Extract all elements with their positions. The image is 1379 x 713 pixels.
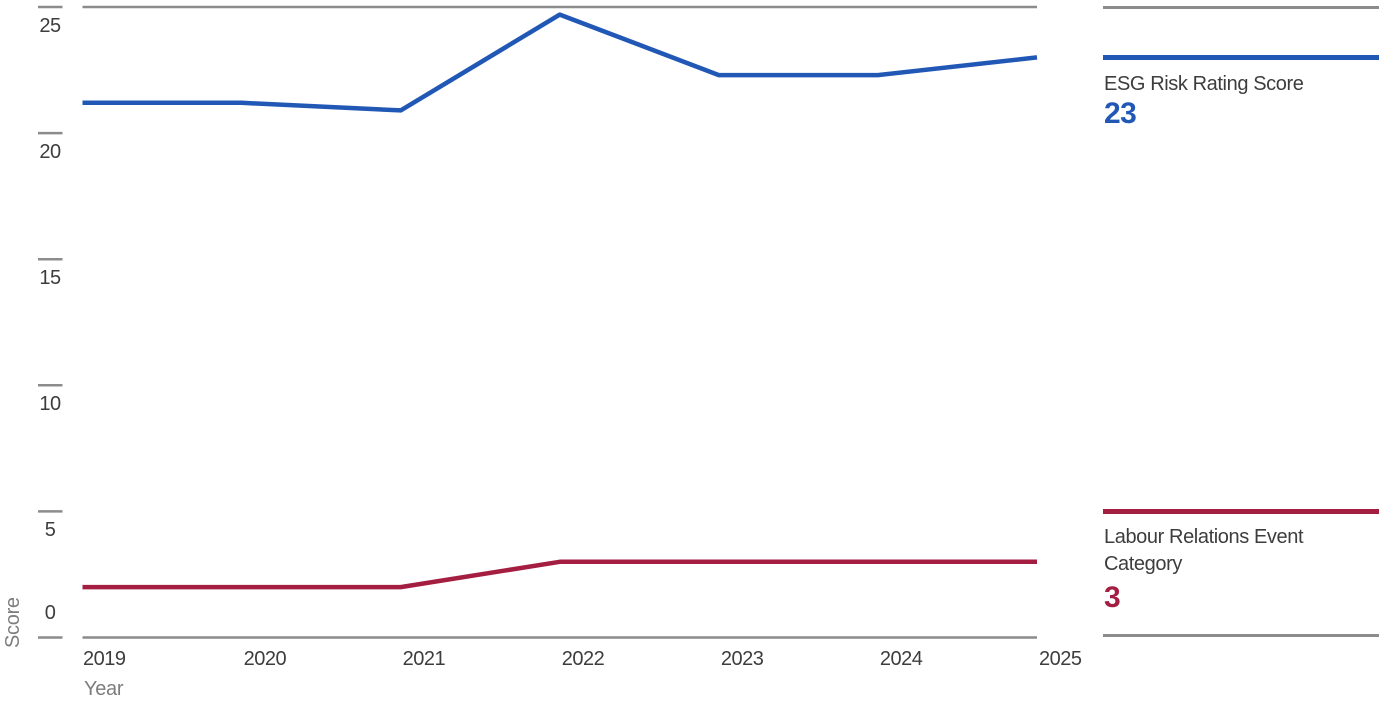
x-tick-label: 2023	[720, 648, 764, 670]
y-axis-title: Score	[2, 597, 24, 648]
legend-label-labour-relations: Labour Relations Event Category	[1104, 526, 1304, 575]
legend-label-esg-risk-rating: ESG Risk Rating Score	[1104, 73, 1304, 95]
x-tick-label: 2022	[561, 648, 605, 670]
x-tick-label: 2019	[83, 648, 126, 670]
legend-value-esg-risk-rating: 23	[1104, 97, 1137, 130]
legend-bottom-rule	[1103, 634, 1379, 637]
x-tick-label: 2020	[243, 648, 287, 670]
x-axis-title: Year	[84, 678, 124, 700]
y-tick-label: 20	[39, 141, 61, 164]
x-tick-label: 2024	[879, 648, 923, 670]
y-tick-label: 5	[44, 519, 56, 542]
y-tick-label: 0	[44, 601, 56, 624]
legend-top-rule	[1103, 6, 1379, 9]
x-tick-label: 2025	[1039, 648, 1082, 670]
y-tick-label: 15	[39, 267, 61, 290]
esg-risk-rating-swatch-line	[1103, 55, 1379, 60]
series-line-labour-relations-event-category	[82, 559, 1037, 590]
legend-value-labour-relations: 3	[1104, 581, 1121, 614]
labour-relations-swatch-line	[1103, 509, 1379, 514]
y-tick-label: 25	[39, 15, 61, 37]
x-tick-label: 2021	[402, 648, 446, 670]
series-line-esg-risk-rating-score	[82, 12, 1038, 113]
chart-legend: ESG Risk Rating Score 23 Labour Relation…	[1103, 0, 1379, 713]
y-tick-label: 10	[39, 393, 61, 416]
